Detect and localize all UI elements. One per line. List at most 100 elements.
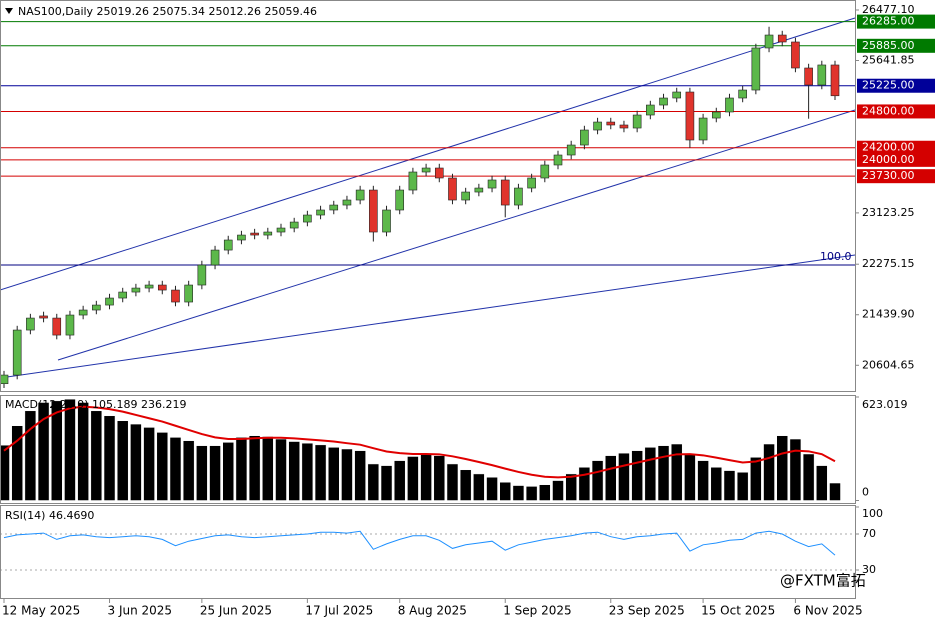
- candle-body: [830, 64, 840, 97]
- candle-body: [92, 304, 101, 311]
- macd-bar: [367, 463, 380, 501]
- signal-line: [3, 405, 836, 479]
- candle-body: [500, 179, 510, 206]
- y-tick-label: 26477.10: [862, 3, 915, 16]
- y-tick-label: 20604.65: [862, 358, 915, 371]
- macd-bar: [565, 473, 577, 501]
- main-frame: [0, 0, 856, 392]
- y-tick-label: 23123.25: [862, 206, 915, 219]
- channel-upper: [0, 17, 856, 291]
- candle-body: [777, 34, 787, 43]
- candle-body: [487, 179, 497, 189]
- candle-body: [263, 231, 273, 236]
- level-label: 25885.00: [862, 39, 915, 52]
- macd-bar: [763, 443, 775, 501]
- macd-bar: [130, 423, 142, 501]
- macd-bar: [736, 472, 749, 501]
- candle-body: [764, 34, 774, 49]
- candle-body: [408, 171, 418, 191]
- candle-body: [197, 264, 207, 286]
- y-tick-label: 623.019: [862, 398, 908, 411]
- macd-title: MACD(12,26,9) 105.189 236.219: [5, 398, 187, 411]
- candle-body: [144, 284, 154, 289]
- macd-bar: [0, 444, 10, 501]
- rsi-line: [3, 530, 836, 556]
- candle-body: [342, 199, 352, 206]
- x-tick-label: 12 May 2025: [2, 604, 80, 618]
- candle-body: [355, 189, 365, 201]
- level-box: [857, 152, 935, 167]
- macd-bar: [196, 445, 208, 501]
- macd-bar: [116, 420, 129, 501]
- candle-body: [184, 284, 193, 303]
- level-label: 25225.00: [862, 79, 915, 92]
- candle-body: [276, 227, 286, 233]
- candle-body: [382, 209, 391, 233]
- candle-body: [237, 234, 246, 241]
- macd-bar: [525, 486, 538, 501]
- candle-body: [672, 91, 682, 99]
- macd-bar: [499, 481, 511, 501]
- y-tick-label: 25641.85: [862, 54, 915, 67]
- candle-body: [421, 167, 431, 173]
- candle-body: [12, 329, 22, 376]
- macd-bar: [380, 465, 393, 501]
- level-box: [857, 14, 935, 29]
- x-tick-label: 6 Nov 2025: [793, 604, 862, 618]
- candle-body: [78, 309, 88, 316]
- candle-body: [593, 121, 602, 131]
- rsi-frame: [0, 505, 856, 599]
- level-box: [857, 38, 935, 53]
- candle-body: [659, 97, 668, 106]
- candle-body: [646, 104, 655, 116]
- macd-bar: [459, 469, 472, 501]
- fib-label: 100.0: [820, 250, 852, 263]
- candle-body: [223, 239, 233, 251]
- candle-body: [157, 284, 167, 291]
- candle-body: [52, 317, 62, 336]
- macd-bar: [24, 410, 37, 501]
- y-tick-label: 70: [862, 527, 876, 540]
- macd-frame: [0, 395, 856, 504]
- x-tick-label: 3 Jun 2025: [108, 604, 173, 618]
- level-label: 26285.00: [862, 15, 915, 28]
- macd-bar: [657, 445, 670, 501]
- macd-bar: [591, 460, 604, 501]
- macd-bar: [301, 442, 314, 501]
- macd-bar: [77, 402, 89, 501]
- macd-bar: [618, 452, 630, 501]
- macd-bar: [156, 432, 169, 501]
- candle-body: [553, 154, 563, 166]
- level-box: [857, 140, 935, 155]
- candle-body: [514, 187, 523, 206]
- macd-bar: [182, 440, 195, 501]
- candle-body: [725, 97, 734, 113]
- macd-bar: [275, 438, 287, 501]
- candle-body: [329, 204, 339, 211]
- x-tick-label: 8 Aug 2025: [398, 604, 467, 618]
- level-label: 24200.00: [862, 141, 915, 154]
- fib-trend: [0, 254, 856, 379]
- macd-bar: [552, 480, 564, 501]
- y-tick-label: 100: [862, 507, 883, 520]
- candle-body: [369, 189, 378, 233]
- macd-bar: [341, 448, 353, 501]
- macd-bar: [420, 453, 432, 501]
- macd-bar: [248, 435, 261, 501]
- macd-bar: [710, 467, 723, 501]
- y-tick-label: 21439.90: [862, 308, 915, 321]
- candle-body: [316, 209, 325, 216]
- macd-bar: [354, 450, 366, 501]
- macd-bar: [816, 465, 828, 501]
- candle-body: [527, 177, 536, 189]
- macd-bar: [605, 455, 617, 501]
- x-tick-label: 25 Jun 2025: [200, 604, 272, 618]
- candle-body: [461, 191, 470, 201]
- macd-bar: [11, 425, 23, 501]
- candle-body: [619, 124, 629, 129]
- macd-bar: [776, 435, 788, 501]
- macd-bar: [684, 453, 696, 501]
- candle-body: [448, 177, 457, 201]
- candle-body: [289, 221, 299, 229]
